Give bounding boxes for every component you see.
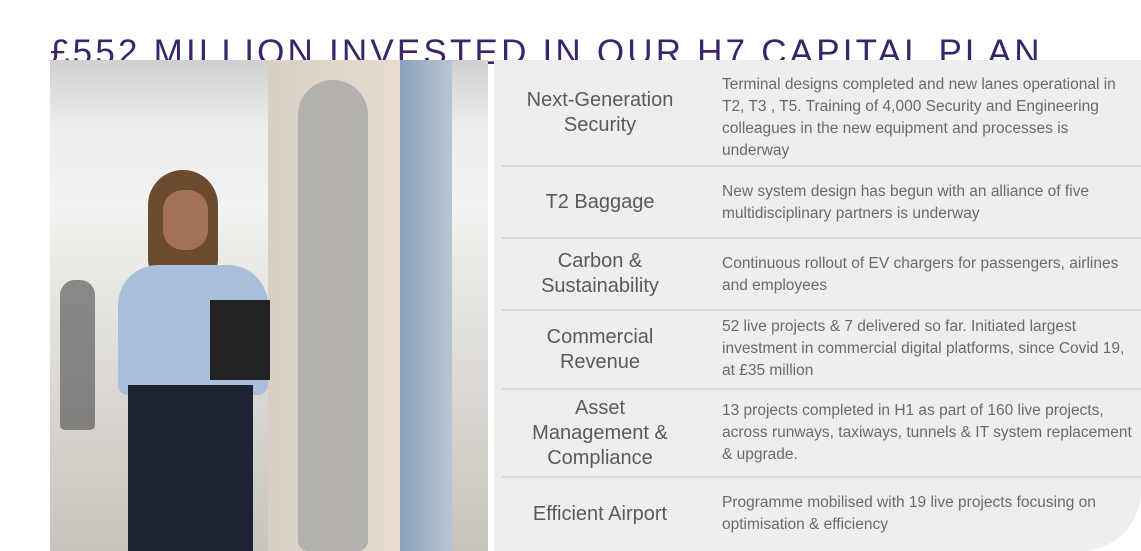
capital-plan-table: Next-Generation Security Terminal design… [494, 60, 1141, 551]
row-label: Efficient Airport [532, 502, 668, 525]
photo-monitor [210, 300, 270, 380]
row-label: Asset Management & Compliance [532, 396, 668, 469]
table-row: Efficient Airport Programme mobilised wi… [502, 478, 1141, 550]
row-description: Programme mobilised with 19 live project… [722, 494, 1096, 533]
row-label: Carbon & Sustainability [541, 250, 659, 297]
photo-scanner-frame [400, 60, 452, 551]
photo-skirt [128, 385, 253, 551]
table-row: Commercial Revenue 52 live projects & 7 … [502, 311, 1141, 390]
row-description: 52 live projects & 7 delivered so far. I… [722, 318, 1125, 379]
table-row: Next-Generation Security Terminal design… [502, 60, 1141, 167]
row-label: Next-Generation Security [526, 88, 674, 136]
photo-security-officer [50, 60, 488, 551]
table-row: T2 Baggage New system design has begun w… [502, 167, 1141, 239]
row-description: Terminal designs completed and new lanes… [722, 76, 1116, 159]
table-row: Asset Management & Compliance 13 project… [502, 390, 1141, 478]
row-label: Commercial Revenue [546, 325, 654, 373]
photo-face [163, 190, 208, 250]
row-description: Continuous rollout of EV chargers for pa… [722, 255, 1119, 294]
photo-background-traveller [60, 280, 95, 430]
row-description: New system design has begun with an alli… [722, 183, 1090, 222]
row-label: T2 Baggage [545, 190, 655, 213]
photo-silhouette [298, 80, 368, 551]
table-row: Carbon & Sustainability Continuous rollo… [502, 239, 1141, 311]
row-description: 13 projects completed in H1 as part of 1… [722, 402, 1132, 463]
